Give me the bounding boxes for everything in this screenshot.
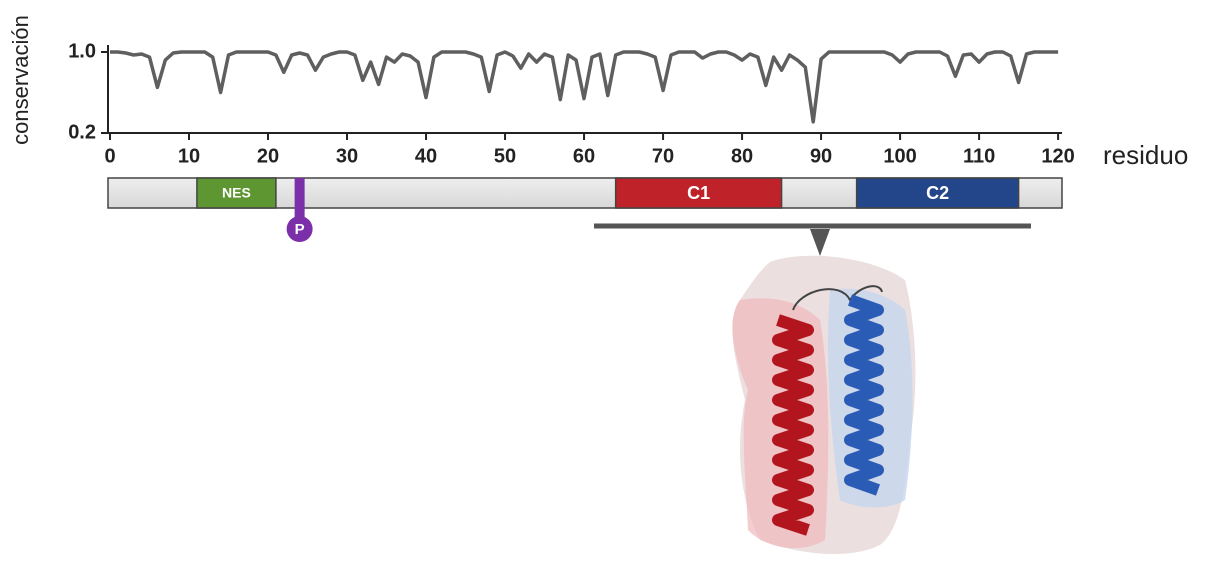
domain-label: NES [222,185,251,201]
x-tick-label: 20 [257,145,279,167]
y-axis-label: conservación [8,15,33,145]
phospho-site [286,216,313,242]
x-tick-label: 50 [494,145,516,167]
domain [614,177,783,209]
x-tick-label: 100 [883,145,916,167]
x-tick-label: 110 [963,145,995,167]
x-tick-label: 70 [652,145,674,167]
domain [855,177,1020,209]
protein-structure [732,255,916,555]
x-tick-label: 80 [731,145,753,167]
y-tick-label: 1.0 [68,40,96,62]
conservation-line [110,50,1059,124]
x-tick-label: 0 [104,145,115,167]
domain [196,177,277,209]
phospho-label: P [295,221,305,238]
x-tick-label: 60 [573,145,595,167]
x-tick-label: 120 [1041,145,1074,167]
domain-label: C1 [687,183,710,203]
bracket-arrow [810,229,830,256]
x-axis-label: residuo [1103,140,1188,170]
domain-label: C2 [926,183,949,203]
x-tick-label: 40 [415,145,437,167]
x-tick-label: 10 [178,145,200,167]
x-tick-label: 90 [810,145,832,167]
y-tick-label: 0.2 [68,121,96,143]
phospho-stem [294,178,305,218]
x-tick-label: 30 [336,145,358,167]
